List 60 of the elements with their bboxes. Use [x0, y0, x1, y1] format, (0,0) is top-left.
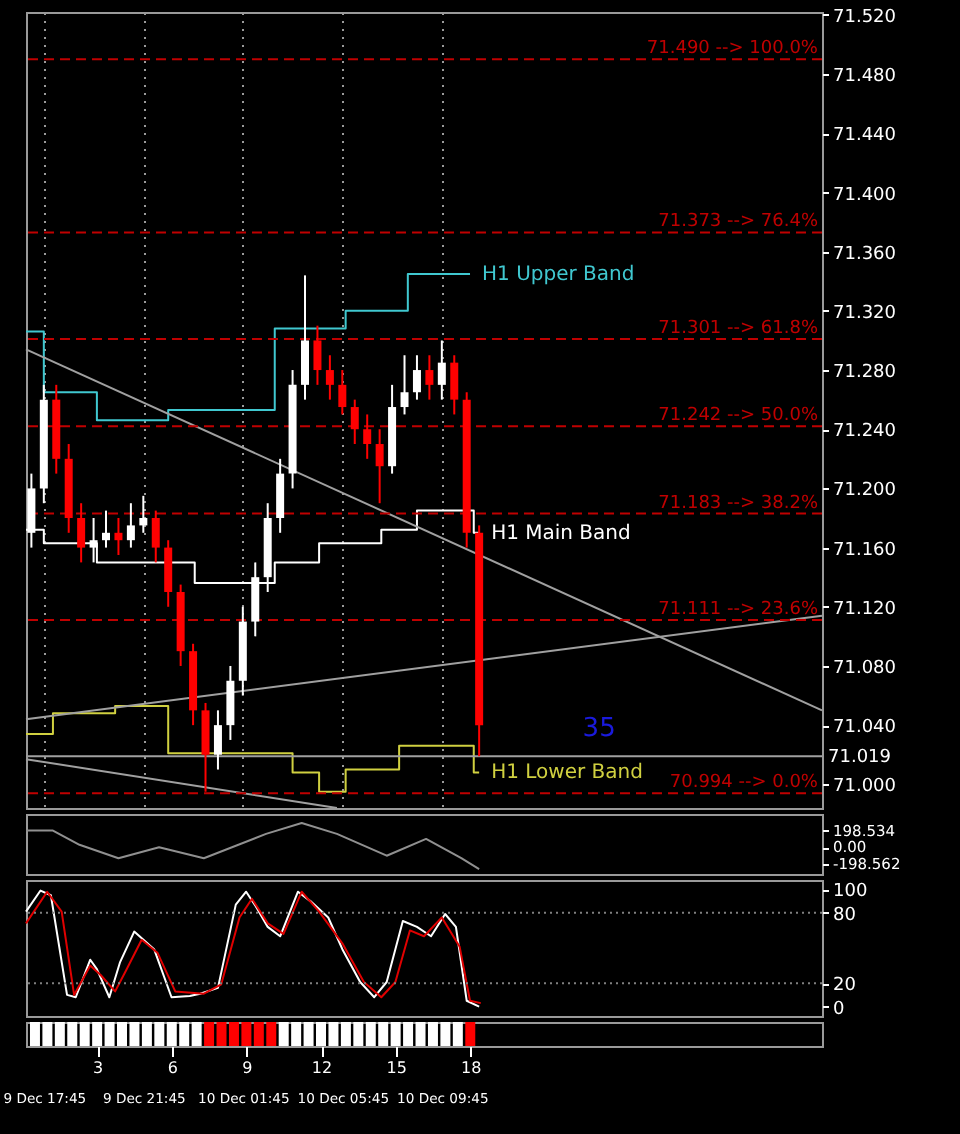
candlestick	[363, 413, 372, 460]
candlestick	[126, 502, 135, 549]
x-tick-label: 6	[167, 1059, 178, 1077]
candlestick	[276, 457, 285, 534]
candlestick	[412, 354, 421, 401]
y-tick-label: 71.320	[833, 303, 897, 324]
candlestick	[325, 354, 334, 401]
candlestick	[450, 354, 459, 416]
x-tick-label: 18	[461, 1059, 482, 1077]
candlestick	[226, 664, 235, 741]
x-tick-label: 15	[386, 1059, 407, 1077]
candlestick	[139, 494, 148, 534]
candlestick	[201, 701, 210, 793]
candlestick	[301, 274, 310, 401]
annotation: 35	[582, 714, 616, 744]
x-tick-label: 3	[93, 1059, 104, 1077]
x-tick-label: 12	[311, 1059, 333, 1077]
candlestick	[102, 509, 111, 549]
series-label: H1 Main Band	[491, 522, 631, 545]
candlestick	[213, 709, 222, 771]
candlestick	[114, 517, 123, 556]
ref-line-label: 71.111 --> 23.6%	[658, 600, 819, 621]
y-tick-label: 71.360	[833, 244, 897, 265]
candlestick	[425, 354, 434, 401]
series-label: H1 Upper Band	[482, 263, 635, 286]
y-tick-label: 71.280	[833, 363, 897, 384]
ref-line-label: 71.373 --> 76.4%	[658, 212, 819, 233]
y-tick-label: 20	[833, 976, 857, 997]
ref-line-label: 71.490 --> 100.0%	[646, 39, 819, 60]
y-tick-label: 71.040	[833, 718, 897, 739]
series-label: H1 Lower Band	[491, 762, 643, 785]
y-tick-label: 71.200	[833, 481, 897, 502]
candlestick	[89, 517, 98, 564]
y-tick-label: 71.480	[833, 67, 897, 88]
y-tick-label: 71.080	[833, 658, 897, 679]
candlestick	[164, 539, 173, 608]
candlestick	[437, 339, 446, 401]
ref-line-label: 71.183 --> 38.2%	[658, 493, 819, 514]
ref-line-label: 71.019	[828, 748, 892, 769]
x-tick-label: 9	[242, 1059, 253, 1077]
candlestick	[350, 398, 359, 446]
candlestick	[151, 509, 160, 564]
y-tick-label: 71.440	[833, 126, 897, 147]
candlestick	[338, 369, 347, 416]
y-tick-label: 71.160	[833, 540, 897, 561]
candlestick	[375, 428, 384, 505]
candlestick	[77, 502, 86, 564]
y-tick-label: 100	[833, 882, 868, 903]
y-tick-label: 71.400	[833, 185, 897, 206]
y-tick-label: 0	[833, 999, 845, 1020]
y-tick-label: 71.120	[833, 599, 897, 620]
ref-line-label: 70.994 --> 0.0%	[669, 773, 819, 794]
ref-line-label: 71.242 --> 50.0%	[658, 406, 819, 427]
y-tick-label: 71.000	[833, 777, 897, 798]
y-tick-label: 80	[833, 905, 857, 926]
candlestick	[313, 324, 322, 386]
y-tick-label: 71.520	[833, 7, 897, 28]
candlestick	[400, 354, 409, 416]
y-tick-label: 71.240	[833, 422, 897, 443]
ref-line-label: 71.301 --> 61.8%	[658, 318, 819, 339]
